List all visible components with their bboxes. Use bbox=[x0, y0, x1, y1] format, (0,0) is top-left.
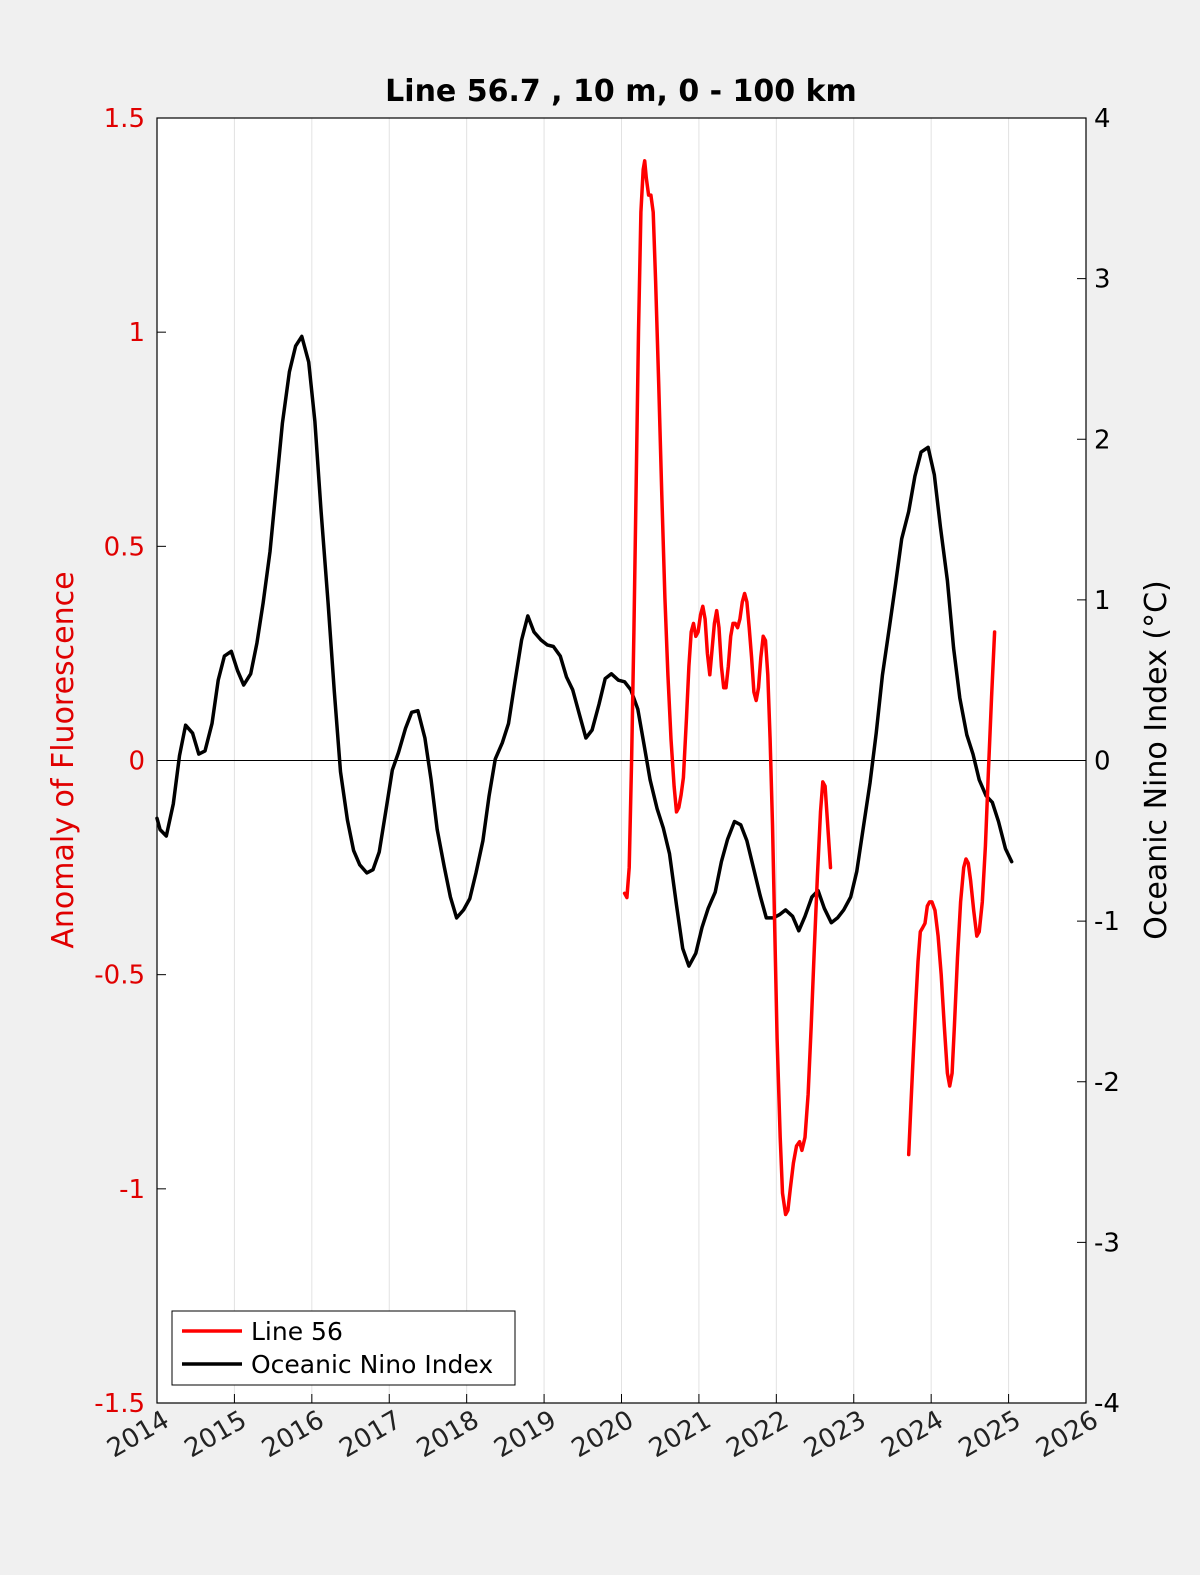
left-y-tick-label--1.5: -1.5 bbox=[94, 1389, 145, 1419]
left-y-tick-label-1.5: 1.5 bbox=[104, 104, 145, 134]
left-y-tick-label--0.5: -0.5 bbox=[94, 961, 145, 991]
legend-label-line-56: Line 56 bbox=[251, 1317, 343, 1346]
right-y-tick-label--2: -2 bbox=[1094, 1068, 1120, 1098]
right-y-tick-label-2: 2 bbox=[1094, 425, 1111, 455]
left-y-tick-label-0.5: 0.5 bbox=[104, 532, 145, 562]
right-y-tick-label--1: -1 bbox=[1094, 907, 1120, 937]
left-y-tick-label-1: 1 bbox=[128, 318, 145, 348]
legend-label-oni: Oceanic Nino Index bbox=[251, 1350, 493, 1379]
series-lines bbox=[155, 159, 1014, 1217]
series-line-line-56-segment-2 bbox=[906, 630, 997, 1157]
chart-title: Line 56.7 , 10 m, 0 - 100 km bbox=[385, 74, 857, 109]
left-y-axis: -1.5 -1 -0.5 0 0.5 1 1.5 bbox=[94, 104, 166, 1419]
right-y-tick-label-4: 4 bbox=[1094, 104, 1111, 134]
right-y-axis: -4 -3 -2 -1 0 1 2 3 4 bbox=[1077, 104, 1120, 1419]
right-y-tick-label-3: 3 bbox=[1094, 265, 1111, 295]
series-line-oceanic-nino-index-segment-1 bbox=[155, 334, 1014, 968]
left-y-tick-label-0: 0 bbox=[128, 747, 145, 777]
legend-box bbox=[171, 1310, 516, 1386]
right-y-tick-label--4: -4 bbox=[1094, 1389, 1120, 1419]
left-y-tick-label--1: -1 bbox=[119, 1175, 145, 1205]
left-y-axis-title: Anomaly of Fluorescence bbox=[46, 571, 81, 948]
right-y-tick-label-1: 1 bbox=[1094, 586, 1111, 616]
right-y-tick-label--3: -3 bbox=[1094, 1228, 1120, 1258]
right-y-axis-title: Oceanic Nino Index (°C) bbox=[1139, 580, 1174, 940]
series-line-line-56-segment-1 bbox=[622, 159, 833, 1217]
legend: Line 56 Oceanic Nino Index bbox=[171, 1310, 516, 1386]
right-y-tick-label-0: 0 bbox=[1094, 747, 1111, 777]
